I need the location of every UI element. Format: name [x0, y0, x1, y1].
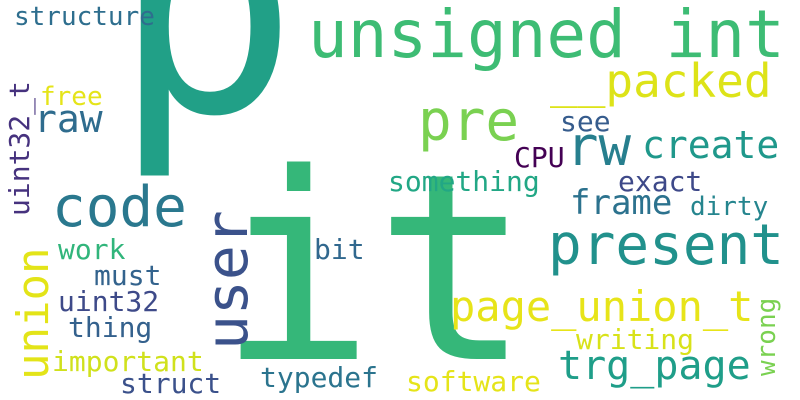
word-must: must [94, 259, 162, 292]
word-trg-page: trg_page [558, 343, 751, 389]
word-rw: rw [566, 115, 632, 178]
word-union: union [8, 247, 59, 380]
word-structure: structure [14, 2, 155, 32]
word-struct: struct [120, 367, 222, 400]
word-work: work [58, 233, 126, 266]
word-page-union-t: page_union_t [450, 282, 754, 331]
word-exact: exact [618, 165, 703, 198]
word-packed: __packed [550, 54, 772, 108]
word-uint32-t: uint32_t [3, 81, 36, 216]
word-p: p [112, 0, 299, 185]
word-dirty: dirty [690, 192, 769, 222]
word-bit: bit [314, 233, 365, 266]
word-typedef: typedef [260, 361, 379, 394]
word-important: important [52, 345, 204, 378]
word-present: present [548, 213, 785, 278]
word-wrong: wrong [752, 297, 782, 376]
word-see: see [560, 105, 611, 138]
word-code: code [52, 175, 187, 240]
word-create: create [642, 123, 780, 167]
word-writing: writing [576, 323, 695, 356]
word-user: user [193, 210, 261, 350]
word-raw: raw [34, 97, 103, 141]
word-software: software [406, 365, 541, 398]
word-cpu: CPU [514, 141, 565, 174]
word-frame: frame [570, 183, 673, 223]
word-free: free [40, 82, 103, 112]
word-unsigned-int: unsigned int [308, 0, 785, 73]
word-pre: pre [418, 89, 520, 154]
word-it: it [218, 119, 532, 400]
word-thing: thing [68, 311, 153, 344]
word-uint32: uint32 [58, 285, 160, 318]
word-something: something [388, 165, 540, 198]
